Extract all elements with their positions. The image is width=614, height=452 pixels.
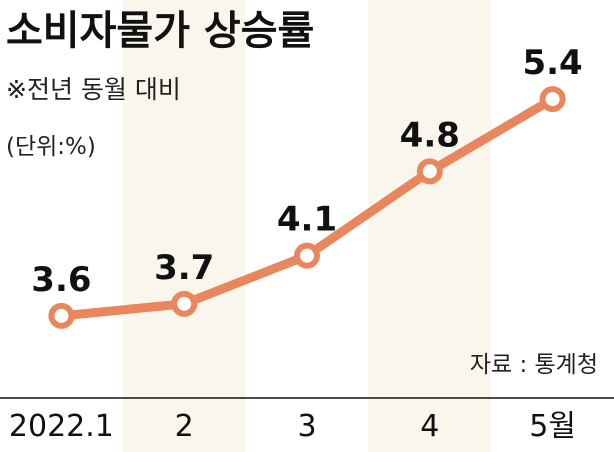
source-note: 자료 : 통계청: [470, 352, 598, 378]
column-band: [368, 0, 492, 452]
x-tick-labels: 2022.1 2 3 4 5월: [9, 409, 576, 444]
data-label: 4.8: [400, 115, 460, 155]
data-label: 5.4: [522, 43, 582, 83]
x-tick-label: 4: [420, 409, 439, 444]
x-tick-label: 2: [175, 409, 194, 444]
chart-subtitle: ※전년 동월 대비: [6, 75, 181, 104]
x-tick-label: 2022.1: [9, 409, 114, 444]
data-labels: 3.6 3.7 4.1 4.8 5.4: [31, 43, 582, 300]
data-label: 4.1: [277, 200, 337, 240]
data-label: 3.7: [154, 248, 214, 288]
data-points: [48, 86, 566, 329]
data-label: 3.6: [31, 260, 91, 300]
data-point: [539, 86, 566, 113]
unit-label: (단위:%): [6, 134, 96, 160]
data-point: [48, 302, 75, 329]
x-tick-label: 5월: [529, 409, 576, 444]
x-tick-label: 3: [297, 409, 316, 444]
data-point: [171, 290, 198, 317]
data-point: [416, 158, 443, 185]
column-band: [122, 0, 246, 452]
data-point: [294, 242, 320, 269]
chart-title: 소비자물가 상승률: [6, 8, 314, 54]
column-bands: [122, 0, 492, 452]
